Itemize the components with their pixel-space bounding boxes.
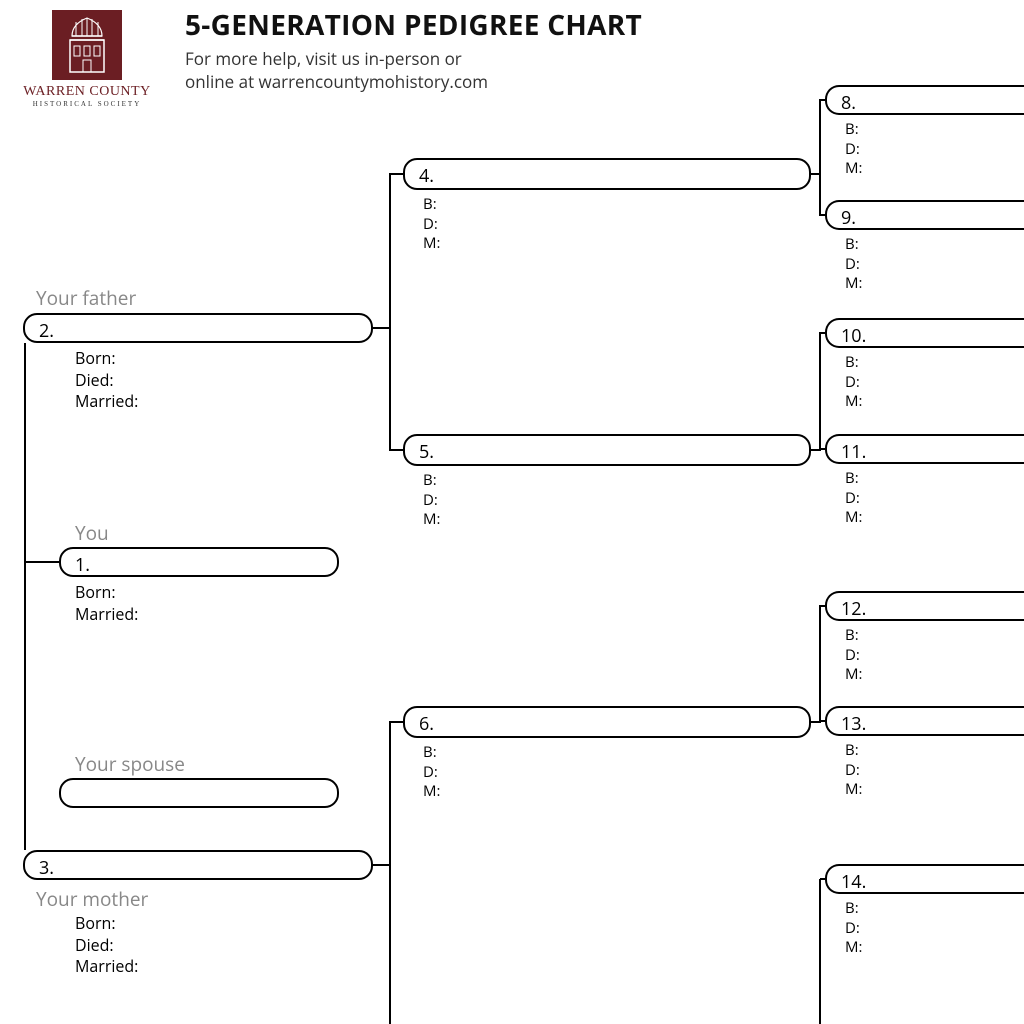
field-b: B: xyxy=(423,743,440,763)
person-box-n13[interactable]: 13. xyxy=(825,706,1024,736)
fields-n4: B:D:M: xyxy=(423,195,440,254)
field-d: D: xyxy=(423,491,440,511)
field-m: M: xyxy=(423,510,440,530)
field-d: D: xyxy=(845,646,862,666)
person-box-n5[interactable]: 5. xyxy=(403,434,811,466)
person-box-n12[interactable]: 12. xyxy=(825,591,1024,621)
person-box-n9[interactable]: 9. xyxy=(825,200,1024,230)
field-d: D: xyxy=(845,919,862,939)
field-m: M: xyxy=(845,780,862,800)
field-b: B: xyxy=(845,899,862,919)
field-b: B: xyxy=(423,195,440,215)
fields-n2: Born:Died:Married: xyxy=(75,348,138,413)
person-box-n1[interactable]: 1. xyxy=(59,547,339,577)
person-box-n11[interactable]: 11. xyxy=(825,434,1024,464)
field-m: M: xyxy=(845,938,862,958)
pedigree-chart: WARREN COUNTY HISTORICAL SOCIETY 5-GENER… xyxy=(0,0,1024,1024)
logo-line2: HISTORICAL SOCIETY xyxy=(22,100,152,108)
field-m: M: xyxy=(845,665,862,685)
field-d: D: xyxy=(423,763,440,783)
field-d: D: xyxy=(845,255,862,275)
person-box-n6[interactable]: 6. xyxy=(403,706,811,738)
fields-n9: B:D:M: xyxy=(845,235,862,294)
field-m: M: xyxy=(845,392,862,412)
org-logo: WARREN COUNTY HISTORICAL SOCIETY xyxy=(22,10,152,108)
field-died: Died: xyxy=(75,370,138,392)
fields-n12: B:D:M: xyxy=(845,626,862,685)
fields-n13: B:D:M: xyxy=(845,741,862,800)
subtitle-2: online at warrencountymohistory.com xyxy=(185,71,642,94)
field-m: M: xyxy=(845,274,862,294)
fields-n10: B:D:M: xyxy=(845,353,862,412)
field-b: B: xyxy=(845,120,862,140)
field-d: D: xyxy=(845,373,862,393)
logo-icon xyxy=(52,10,122,80)
field-b: B: xyxy=(845,741,862,761)
person-box-n10[interactable]: 10. xyxy=(825,318,1024,348)
caption-n1: You xyxy=(75,520,109,546)
field-b: B: xyxy=(845,469,862,489)
field-died: Died: xyxy=(75,935,138,957)
field-m: M: xyxy=(423,782,440,802)
field-born: Born: xyxy=(75,348,138,370)
fields-n8: B:D:M: xyxy=(845,120,862,179)
caption-n2: Your father xyxy=(36,285,136,311)
field-m: M: xyxy=(423,234,440,254)
field-b: B: xyxy=(423,471,440,491)
field-b: B: xyxy=(845,235,862,255)
field-b: B: xyxy=(845,626,862,646)
page-title: 5-GENERATION PEDIGREE CHART xyxy=(185,6,642,44)
logo-line1: WARREN COUNTY xyxy=(22,84,152,100)
person-box-n3[interactable]: 3. xyxy=(23,850,373,880)
field-d: D: xyxy=(845,140,862,160)
caption-sp: Your spouse xyxy=(75,751,185,777)
person-box-n4[interactable]: 4. xyxy=(403,158,811,190)
person-box-sp[interactable] xyxy=(59,778,339,808)
caption-n3: Your mother xyxy=(36,886,148,912)
fields-n14: B:D:M: xyxy=(845,899,862,958)
field-born: Born: xyxy=(75,913,138,935)
fields-n1: Born:Married: xyxy=(75,582,138,625)
field-m: M: xyxy=(845,508,862,528)
field-m: M: xyxy=(845,159,862,179)
field-married: Married: xyxy=(75,604,138,626)
header: 5-GENERATION PEDIGREE CHART For more hel… xyxy=(185,6,642,94)
field-d: D: xyxy=(845,761,862,781)
field-b: B: xyxy=(845,353,862,373)
fields-n3: Born:Died:Married: xyxy=(75,913,138,978)
field-d: D: xyxy=(845,489,862,509)
person-box-n14[interactable]: 14. xyxy=(825,864,1024,894)
field-born: Born: xyxy=(75,582,138,604)
subtitle-1: For more help, visit us in-person or xyxy=(185,48,642,71)
person-box-n8[interactable]: 8. xyxy=(825,85,1024,115)
person-box-n2[interactable]: 2. xyxy=(23,313,373,343)
fields-n5: B:D:M: xyxy=(423,471,440,530)
field-married: Married: xyxy=(75,956,138,978)
fields-n6: B:D:M: xyxy=(423,743,440,802)
field-d: D: xyxy=(423,215,440,235)
field-married: Married: xyxy=(75,391,138,413)
fields-n11: B:D:M: xyxy=(845,469,862,528)
